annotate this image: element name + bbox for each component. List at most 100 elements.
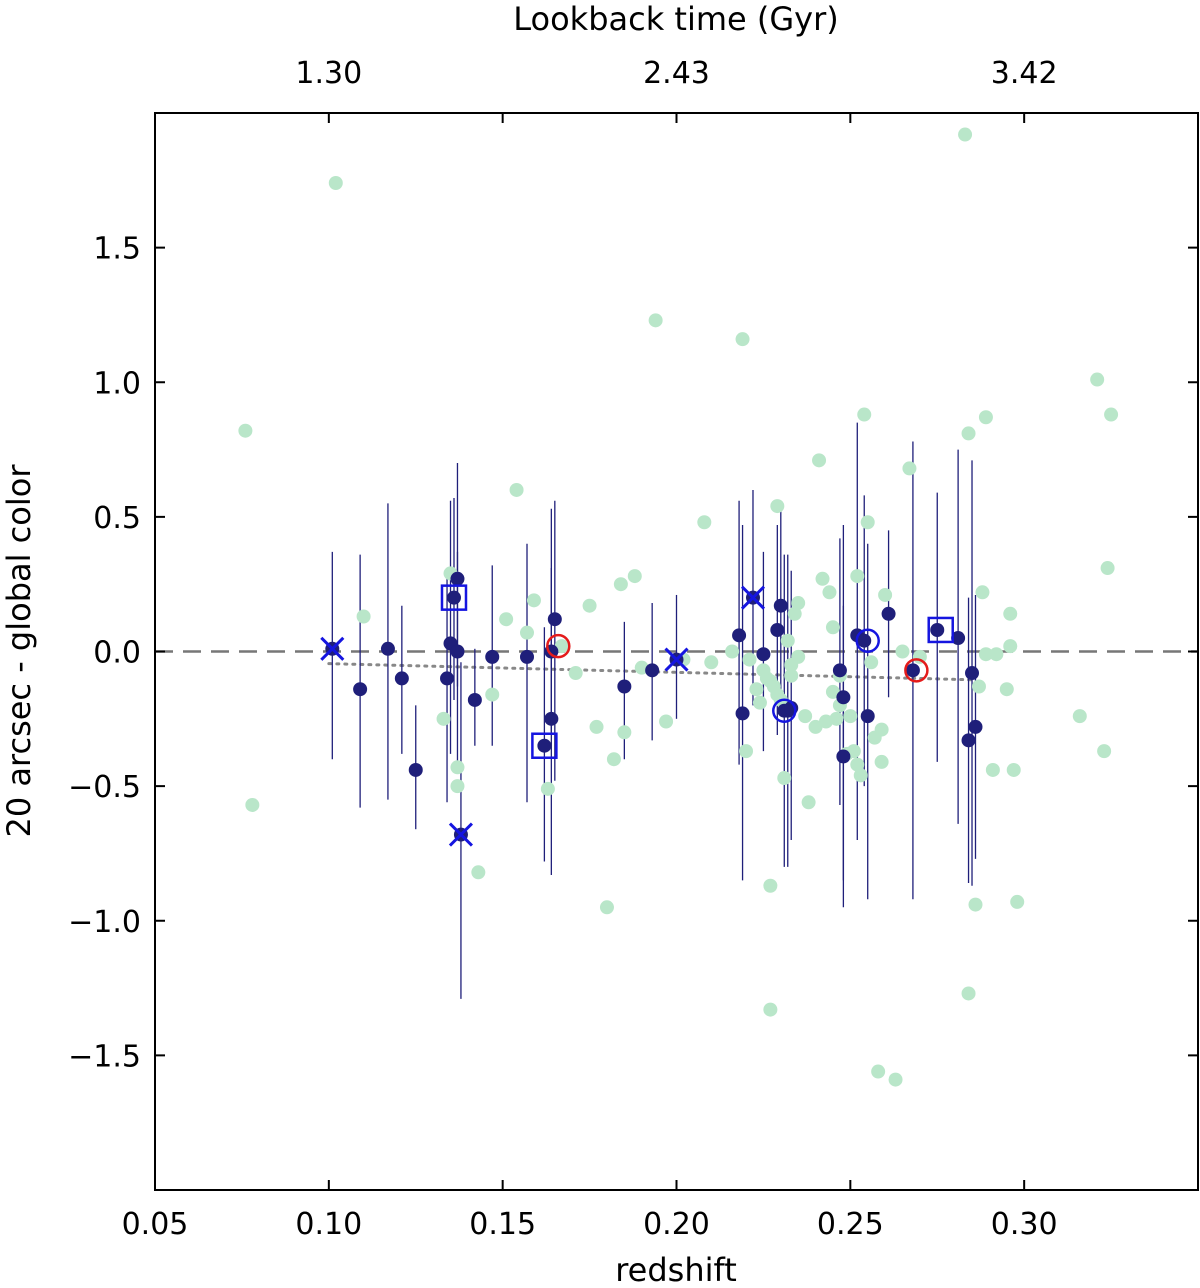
x-tick-label: 0.05 xyxy=(122,1207,189,1242)
field-galaxy-point xyxy=(568,666,583,681)
field-galaxy-point xyxy=(659,714,674,729)
y-tick-label: −0.5 xyxy=(68,770,141,805)
axes xyxy=(154,112,1199,1191)
field-galaxy-point xyxy=(763,1002,778,1017)
field-galaxy-point xyxy=(450,760,465,775)
cluster-galaxy-point xyxy=(732,628,747,643)
field-galaxy-point xyxy=(450,779,465,794)
field-galaxy-point xyxy=(850,569,865,584)
cluster-galaxy-point xyxy=(965,666,980,681)
field-galaxy-point xyxy=(874,722,889,737)
field-galaxy-point xyxy=(846,744,861,759)
field-galaxy-point xyxy=(436,711,451,726)
x-marker xyxy=(448,822,474,847)
field-galaxy-point xyxy=(971,679,986,694)
cluster-galaxy-point xyxy=(860,709,875,724)
field-galaxy-point xyxy=(582,598,597,613)
field-galaxy-point xyxy=(978,647,993,662)
x-marker xyxy=(320,636,345,661)
field-galaxy-point xyxy=(798,709,813,724)
field-galaxy-point xyxy=(850,757,865,772)
cluster-galaxy-point xyxy=(408,762,423,777)
field-galaxy-point xyxy=(888,1072,903,1087)
field-galaxy-point xyxy=(815,571,830,586)
cluster-galaxy-point xyxy=(770,622,785,637)
data-points xyxy=(238,127,1119,1087)
field-galaxy-point xyxy=(606,752,621,767)
field-galaxy-point xyxy=(860,515,875,530)
field-galaxy-point xyxy=(801,795,816,810)
x-marker-stroke xyxy=(740,585,766,610)
field-galaxy-point xyxy=(540,781,555,796)
cluster-galaxy-point xyxy=(968,719,983,734)
cluster-galaxy-point xyxy=(467,692,482,707)
cluster-galaxy-point xyxy=(394,671,409,686)
cluster-galaxy-point xyxy=(537,738,552,753)
field-galaxy-point xyxy=(749,682,764,697)
field-galaxy-point xyxy=(791,649,806,664)
field-galaxy-point xyxy=(1100,561,1115,576)
cluster-galaxy-point xyxy=(930,622,945,637)
cluster-galaxy-point xyxy=(836,690,851,705)
x-axis-label: redshift xyxy=(615,1251,737,1284)
cluster-galaxy-point xyxy=(450,644,465,659)
field-galaxy-point xyxy=(697,515,712,530)
error-bars xyxy=(331,422,977,999)
field-galaxy-point xyxy=(878,587,893,602)
field-galaxy-point xyxy=(648,313,663,328)
field-galaxy-point xyxy=(812,453,827,468)
field-galaxy-point xyxy=(864,655,879,670)
field-galaxy-point xyxy=(975,585,990,600)
field-galaxy-point xyxy=(554,639,569,654)
field-galaxy-point xyxy=(526,593,541,608)
field-galaxy-point xyxy=(843,709,858,724)
field-galaxy-point xyxy=(999,682,1014,697)
field-galaxy-point xyxy=(627,569,642,584)
cluster-galaxy-point xyxy=(756,647,771,662)
field-galaxy-point xyxy=(509,482,524,497)
field-galaxy-point xyxy=(808,719,823,734)
field-galaxy-point xyxy=(961,986,976,1001)
field-galaxy-point xyxy=(968,897,983,912)
cluster-galaxy-point xyxy=(520,649,535,664)
tick-labels: 0.05 0.10 0.15 0.20 0.25 0.30 −1.5 −1.0 −0.5 0.0 0… xyxy=(68,56,1057,1242)
y-tick-label: −1.5 xyxy=(68,1039,141,1074)
y-tick-label: 1.5 xyxy=(93,232,141,267)
field-galaxy-point xyxy=(770,499,785,514)
x-tick-label: 0.10 xyxy=(295,1207,362,1242)
cluster-galaxy-point xyxy=(905,663,920,678)
x-marker-stroke xyxy=(320,636,345,661)
field-galaxy-point xyxy=(1010,894,1025,909)
x-tick-label: 0.20 xyxy=(643,1207,710,1242)
cluster-galaxy-point xyxy=(836,749,851,764)
x-marker-stroke xyxy=(664,647,689,672)
cluster-galaxy-point xyxy=(380,641,395,656)
field-galaxy-point xyxy=(356,609,371,624)
field-galaxy-point xyxy=(791,596,806,611)
field-galaxy-point xyxy=(238,423,253,438)
field-galaxy-point xyxy=(985,762,1000,777)
field-galaxy-point xyxy=(787,606,802,621)
cluster-galaxy-point xyxy=(485,649,500,664)
field-galaxy-point xyxy=(780,633,795,648)
square-marker xyxy=(531,732,558,759)
cluster-galaxy-point xyxy=(773,598,788,613)
cluster-galaxy-point xyxy=(544,711,559,726)
cluster-galaxy-point xyxy=(951,631,966,646)
top-tick-label: 3.42 xyxy=(991,56,1058,91)
field-galaxy-point xyxy=(1104,407,1119,422)
y-tick-label: 0.5 xyxy=(93,501,141,536)
field-galaxy-point xyxy=(895,644,910,659)
cluster-galaxy-point xyxy=(857,633,872,648)
cluster-galaxy-point xyxy=(881,606,896,621)
cluster-galaxy-point xyxy=(832,663,847,678)
square-marker xyxy=(927,616,954,644)
field-galaxy-point xyxy=(1072,709,1087,724)
field-galaxy-point xyxy=(871,1064,886,1079)
cluster-galaxy-point xyxy=(547,612,562,627)
cluster-galaxy-point xyxy=(353,682,368,697)
field-galaxy-point xyxy=(825,684,840,699)
field-galaxy-point xyxy=(499,612,514,627)
field-galaxy-point xyxy=(989,647,1004,662)
